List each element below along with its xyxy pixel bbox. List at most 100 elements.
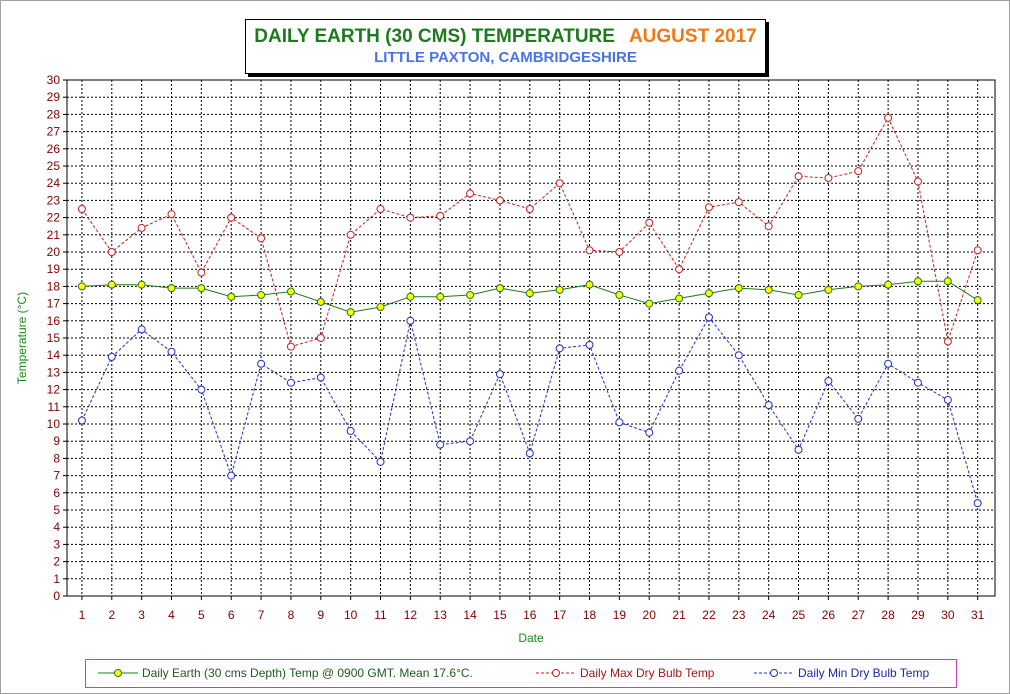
earth-temp-point <box>525 289 534 298</box>
chart-month: AUGUST 2017 <box>628 26 757 47</box>
legend-item-min: Daily Min Dry Bulb Temp <box>754 664 929 682</box>
min-temp-point <box>77 416 86 425</box>
min-temp-point <box>107 352 116 361</box>
x-tick-label: 29 <box>911 608 925 622</box>
x-tick-label: 7 <box>258 608 265 622</box>
y-tick-label: 24 <box>47 176 61 190</box>
y-tick-label: 28 <box>47 107 61 121</box>
x-tick-label: 9 <box>317 608 324 622</box>
x-tick-label: 23 <box>732 608 746 622</box>
y-axis-label: Temperature (°C) <box>15 292 29 384</box>
earth-temp-point <box>555 285 564 294</box>
min-temp-point <box>943 395 952 404</box>
min-temp-point <box>675 366 684 375</box>
y-tick-label: 27 <box>47 125 61 139</box>
y-tick-label: 0 <box>53 589 60 603</box>
legend-swatch-earth <box>98 669 138 677</box>
y-tick-label: 5 <box>53 503 60 517</box>
min-temp-point <box>167 347 176 356</box>
earth-temp-point <box>137 280 146 289</box>
y-tick-label: 6 <box>53 486 60 500</box>
earth-temp-point <box>286 287 295 296</box>
y-tick-label: 25 <box>47 159 61 173</box>
earth-temp-point <box>77 282 86 291</box>
max-temp-point <box>675 265 684 274</box>
min-temp-point <box>286 378 295 387</box>
grid <box>67 80 995 596</box>
legend: Daily Earth (30 cms Depth) Temp @ 0900 G… <box>85 659 957 688</box>
x-tick-label: 25 <box>792 608 806 622</box>
min-temp-point <box>197 385 206 394</box>
y-tick-label: 19 <box>47 262 61 276</box>
x-tick-label: 6 <box>228 608 235 622</box>
x-tick-label: 24 <box>762 608 776 622</box>
x-tick-label: 30 <box>941 608 955 622</box>
max-temp-point <box>137 223 146 232</box>
x-tick-label: 21 <box>672 608 686 622</box>
min-temp-point <box>495 370 504 379</box>
min-temp-point <box>346 426 355 435</box>
legend-item-earth: Daily Earth (30 cms Depth) Temp @ 0900 G… <box>98 664 473 682</box>
max-temp-point <box>107 248 116 256</box>
x-tick-label: 14 <box>463 608 477 622</box>
earth-temp-point <box>854 282 863 291</box>
x-tick-label: 3 <box>138 608 145 622</box>
y-tick-label: 22 <box>47 211 61 225</box>
legend-label-earth: Daily Earth (30 cms Depth) Temp @ 0900 G… <box>142 666 473 680</box>
min-temp-point <box>436 440 445 449</box>
max-temp-point <box>615 248 624 256</box>
earth-temp-point <box>734 284 743 293</box>
chart-title-box: DAILY EARTH (30 CMS) TEMPERATURE AUGUST 2… <box>245 19 766 74</box>
min-temp-point <box>645 428 654 437</box>
max-temp-point <box>645 218 654 227</box>
earth-temp-point <box>227 292 236 301</box>
y-tick-label: 18 <box>47 279 61 293</box>
max-temp-point <box>704 203 713 212</box>
y-tick-label: 10 <box>47 417 61 431</box>
max-temp-point <box>884 113 893 122</box>
y-tick-label: 23 <box>47 193 61 207</box>
y-tick-label: 21 <box>47 228 61 242</box>
max-temp-point <box>943 337 952 346</box>
y-tick-label: 12 <box>47 383 61 397</box>
earth-temp-point <box>585 280 594 289</box>
x-tick-label: 28 <box>881 608 895 622</box>
max-temp-point <box>257 234 266 243</box>
legend-label-min: Daily Min Dry Bulb Temp <box>798 666 930 680</box>
x-tick-label: 27 <box>852 608 866 622</box>
earth-temp-point <box>943 277 952 286</box>
earth-temp-point <box>167 284 176 293</box>
earth-temp-point <box>675 294 684 303</box>
min-temp-point <box>973 499 982 508</box>
min-temp-point <box>525 449 534 458</box>
max-temp-point <box>346 230 355 239</box>
legend-swatch-max <box>536 669 576 677</box>
max-temp-point <box>854 167 863 176</box>
y-tick-label: 16 <box>47 314 61 328</box>
max-temp-point <box>286 342 295 351</box>
max-temp-point <box>197 268 206 277</box>
x-tick-label: 5 <box>198 608 205 622</box>
max-temp-point <box>913 177 922 186</box>
max-temp-point <box>794 172 803 181</box>
min-temp-point <box>884 359 893 368</box>
max-temp-point <box>406 213 415 222</box>
earth-temp-point <box>615 291 624 299</box>
x-tick-label: 4 <box>168 608 175 622</box>
min-temp-point <box>555 344 564 353</box>
min-temp-point <box>794 445 803 454</box>
y-tick-label: 9 <box>53 434 60 448</box>
max-temp-point <box>77 205 86 213</box>
earth-temp-point <box>645 299 654 308</box>
x-tick-label: 11 <box>374 608 387 622</box>
y-tick-label: 7 <box>53 469 60 483</box>
y-tick-label: 8 <box>53 451 60 465</box>
y-tick-label: 1 <box>53 572 60 586</box>
series <box>77 113 982 508</box>
earth-temp-point <box>794 291 803 299</box>
y-tick-label: 3 <box>53 537 60 551</box>
min-temp-point <box>257 359 266 368</box>
earth-temp-point <box>376 303 385 312</box>
max-temp-point <box>973 246 982 255</box>
